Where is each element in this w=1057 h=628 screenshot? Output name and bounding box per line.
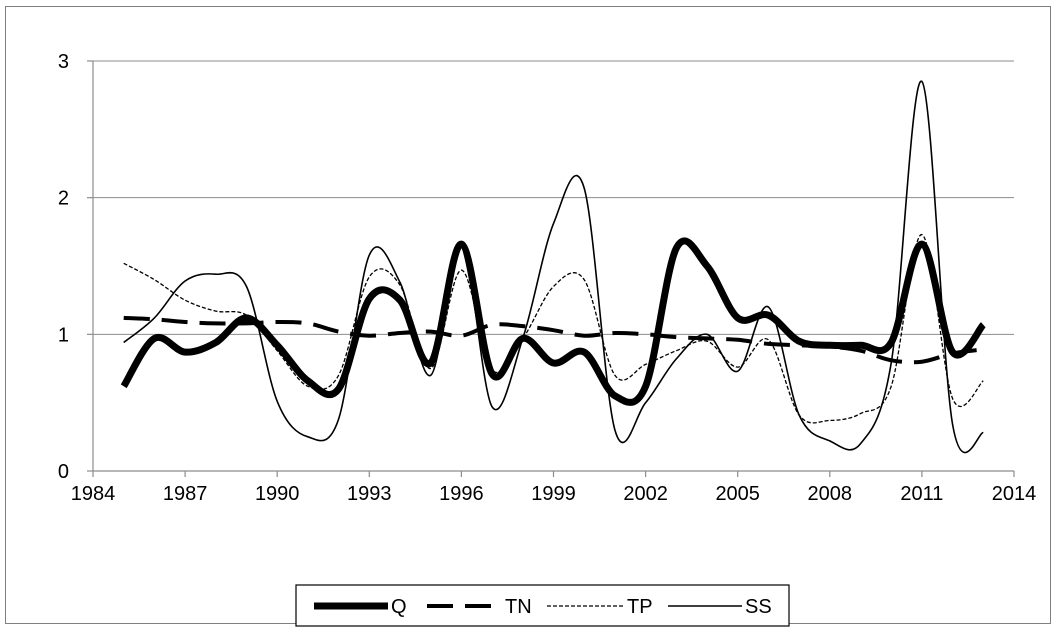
x-tick-label: 2011 <box>900 483 943 505</box>
x-tick-label: 2014 <box>992 483 1037 505</box>
x-tick-label: 1993 <box>347 483 392 505</box>
series-line-tp <box>123 233 984 424</box>
x-tick-label: 1984 <box>71 483 116 505</box>
series-line-tn <box>123 315 984 365</box>
series-line-ss <box>123 80 985 454</box>
series-lines <box>120 80 987 454</box>
axes <box>87 60 1015 477</box>
y-tick-label: 1 <box>58 324 69 346</box>
y-tick-label: 0 <box>58 461 69 483</box>
x-tick-label: 2005 <box>715 483 760 505</box>
tick-labels: 0 1 2 3 1984 1987 1990 1993 1996 1999 2002 2005 2008… <box>58 51 1036 505</box>
x-tick-label: 2002 <box>623 483 668 505</box>
legend-label-tn: TN <box>505 596 532 618</box>
x-tick-label: 1999 <box>531 483 576 505</box>
legend-label-tp: TP <box>627 596 653 618</box>
x-tick-label: 1996 <box>439 483 484 505</box>
legend: Q TN TP SS <box>295 584 790 627</box>
legend-label-q: Q <box>391 596 407 618</box>
y-tick-label: 3 <box>58 51 69 73</box>
legend-label-ss: SS <box>745 596 772 618</box>
x-tick-label: 1987 <box>163 483 208 505</box>
gridlines <box>93 60 1014 335</box>
x-tick-label: 2008 <box>808 483 853 505</box>
x-tick-label: 1990 <box>255 483 300 505</box>
y-tick-label: 2 <box>58 188 69 210</box>
series-line-q <box>120 237 987 406</box>
